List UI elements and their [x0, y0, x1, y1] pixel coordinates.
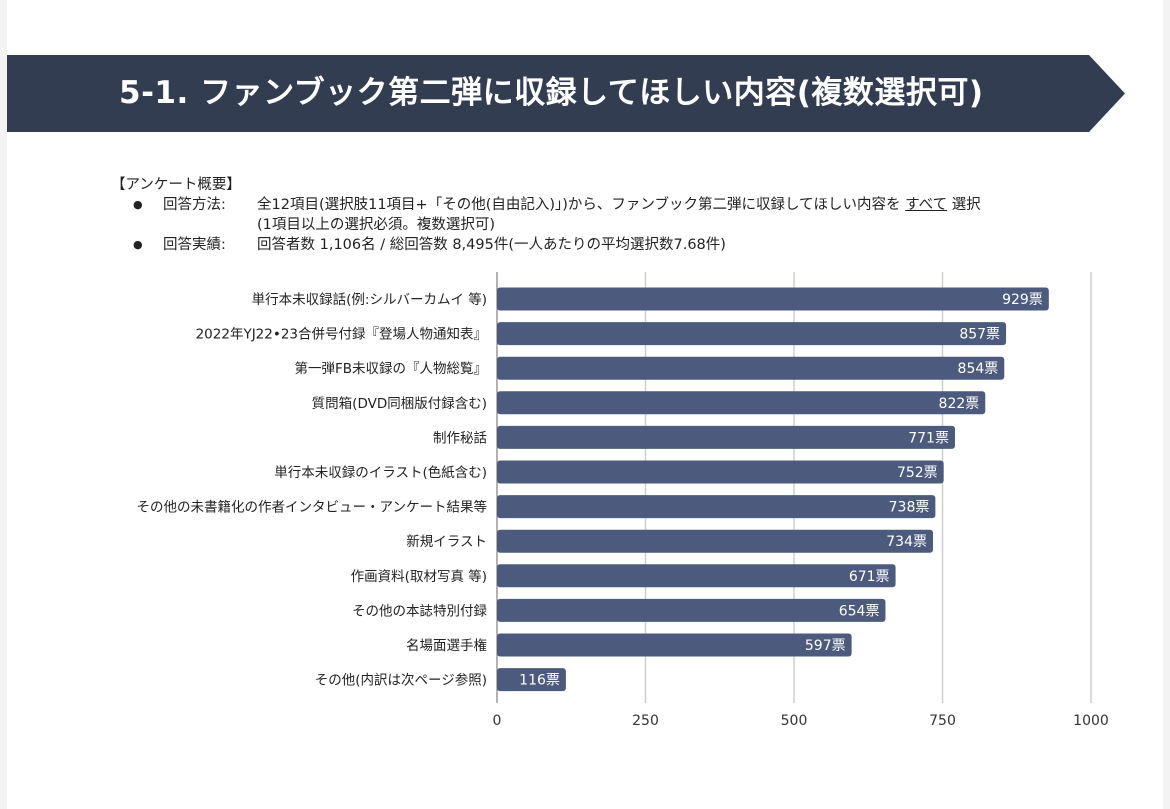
bar-value-label: 929票 [1002, 292, 1043, 308]
chart-bars: 929票 857票 854票 822票 771票 752票 738票 734票 671票 654票… [497, 287, 1049, 692]
page-title: 5-1. ファンブック第二弾に収録してほしい内容(複数選択可) [119, 75, 984, 111]
bar-value-label: 752票 [897, 465, 938, 481]
bullet-icon: ● [133, 238, 143, 251]
survey-overview: 【アンケート概要】 ● 回答方法: 全12項目(選択肢11項目+「その他(自由記入… [111, 175, 981, 255]
bar [497, 529, 933, 553]
category-label: 新規イラスト [406, 534, 487, 550]
category-label: 2022年YJ22•23合併号付録『登場人物通知表』 [196, 326, 487, 343]
bar-value-label: 822票 [939, 396, 980, 412]
method-text-emphasis: すべて [905, 197, 948, 213]
x-tick-label: 1000 [1073, 713, 1109, 729]
method-text-pre: 全12項目(選択肢11項目+「その他(自由記入)」)から、ファンブック第二弾に収… [257, 197, 901, 213]
bar-value-label: 116票 [519, 673, 560, 689]
bar-value-label: 597票 [805, 638, 846, 654]
category-label: その他の本誌特別付録 [352, 603, 487, 619]
bar [497, 460, 944, 484]
result-text: 回答者数 1,106名 / 総回答数 8,495件(一人あたりの平均選択数7.6… [257, 237, 726, 253]
result-label: 回答実績: [163, 237, 226, 253]
chart-category-labels: 単行本未収録話(例:シルバーカムイ 等) 2022年YJ22•23合併号付録『登場… [137, 291, 488, 689]
category-label: その他の未書籍化の作者インタビュー・アンケート結果等 [137, 499, 487, 516]
method-text-post: 選択 [951, 197, 981, 213]
bullet-icon: ● [133, 198, 143, 211]
bar [497, 322, 1007, 346]
category-label: 名場面選手権 [406, 637, 487, 654]
bar [497, 425, 955, 449]
result-row: ● 回答実績: 回答者数 1,106名 / 総回答数 8,495件(一人あたりの平… [111, 235, 981, 255]
category-label: 単行本未収録話(例:シルバーカムイ 等) [252, 291, 487, 308]
bar-value-label: 738票 [889, 500, 930, 516]
bar-value-label: 854票 [958, 361, 999, 377]
category-label: 作画資料(取材写真 等) [351, 568, 487, 585]
bar-value-label: 654票 [839, 603, 880, 619]
x-tick-label: 750 [929, 713, 956, 729]
category-label: 質問箱(DVD同梱版付録含む) [312, 396, 487, 412]
bar [497, 633, 852, 657]
bar [497, 598, 886, 622]
x-tick-label: 500 [781, 713, 808, 729]
category-label: 制作秘話 [433, 429, 487, 446]
method-text-line2: (1項目以上の選択必須。複数選択可) [257, 217, 496, 233]
category-label: 単行本未収録のイラスト(色紙含む) [274, 464, 487, 481]
method-row: ● 回答方法: 全12項目(選択肢11項目+「その他(自由記入)」)から、ファンブ… [111, 195, 981, 215]
overview-heading: 【アンケート概要】 [111, 177, 241, 193]
x-tick-label: 250 [632, 713, 659, 729]
bar-value-label: 857票 [959, 327, 1000, 343]
bar-value-label: 734票 [886, 534, 927, 550]
bar [497, 356, 1005, 380]
title-banner-shape [7, 55, 1125, 132]
bar [497, 391, 986, 415]
chart-x-axis: 0 250 500 750 1000 [493, 713, 1109, 729]
category-label: その他(内訳は次ページ参照) [315, 672, 487, 689]
bar-value-label: 671票 [849, 569, 890, 585]
category-label: 第一弾FB未収録の『人物総覧』 [294, 360, 487, 377]
x-tick-label: 0 [493, 713, 502, 729]
bar-value-label: 771票 [908, 430, 949, 446]
bar [497, 564, 896, 588]
method-label: 回答方法: [163, 197, 226, 213]
bar [497, 495, 936, 519]
title-banner: 5-1. ファンブック第二弾に収録してほしい内容(複数選択可) [7, 55, 1127, 132]
bar [497, 287, 1049, 311]
bar [497, 668, 566, 692]
